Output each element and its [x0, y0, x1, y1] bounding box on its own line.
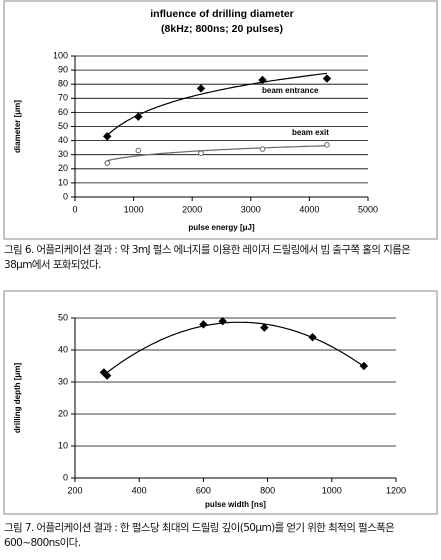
- chart-subtitle: (8kHz; 800ns; 20 pulses): [161, 23, 283, 35]
- x-tick-label: 5000: [358, 204, 378, 214]
- chart-frame: [3, 290, 438, 515]
- data-point: [135, 147, 142, 154]
- data-point: [258, 75, 267, 85]
- caption: 그림 7. 어플리케이션 결과 : 한 펄스당 최대의 드릴링 깊이(50μm)…: [4, 522, 395, 549]
- y-tick-label: 70: [58, 93, 68, 103]
- y-tick-label: 90: [58, 64, 68, 74]
- y-tick-label: 40: [58, 344, 68, 354]
- x-tick-label: 1000: [124, 204, 144, 214]
- x-tick-label: 0: [72, 204, 77, 214]
- data-point: [103, 132, 112, 141]
- data-point: [104, 160, 111, 166]
- y-tick-label: 100: [53, 50, 68, 60]
- x-tick-label: 2000: [182, 204, 202, 214]
- y-axis-label: drilling depth [μm]: [13, 363, 22, 434]
- data-point: [198, 150, 204, 157]
- x-tick-label: 3000: [241, 204, 261, 214]
- y-tick-label: 80: [58, 79, 68, 89]
- chart-frame: [3, 0, 438, 240]
- x-tick-label: 800: [260, 485, 275, 495]
- caption: 그림 6. 어플리케이션 결과 : 약 3mJ 펄스 에너지를 이용한 레이저 …: [4, 244, 411, 271]
- data-point: [322, 74, 332, 83]
- data-point: [196, 84, 206, 93]
- y-tick-label: 40: [58, 135, 68, 145]
- x-axis-label: pulse energy [μJ]: [188, 223, 255, 232]
- trend-line: [107, 145, 328, 162]
- y-tick-label: 10: [58, 440, 68, 450]
- data-point: [102, 371, 112, 380]
- x-tick-label: 4000: [299, 204, 319, 214]
- y-tick-label: 20: [58, 408, 68, 418]
- x-tick-label: 200: [67, 485, 82, 495]
- y-axis-label: diameter [μm]: [13, 100, 22, 153]
- x-axis-label: pulse width [ns]: [205, 500, 266, 509]
- data-point: [199, 320, 208, 329]
- y-tick-label: 30: [58, 149, 68, 159]
- y-tick-label: 50: [58, 312, 68, 322]
- x-tick-label: 1200: [386, 485, 406, 495]
- y-tick-label: 20: [58, 163, 68, 173]
- trend-line: [106, 72, 328, 136]
- y-tick-label: 0: [63, 472, 68, 482]
- data-point: [359, 361, 369, 371]
- data-point: [134, 112, 143, 121]
- chart-title: influence of drilling diameter: [150, 8, 294, 20]
- data-point: [260, 323, 269, 332]
- trend-line: [103, 321, 365, 376]
- series-label: beam entrance: [262, 86, 319, 95]
- data-point: [308, 332, 317, 342]
- data-point: [324, 142, 330, 148]
- y-tick-label: 10: [58, 177, 68, 187]
- x-tick-label: 1000: [322, 485, 342, 495]
- x-tick-label: 400: [132, 485, 147, 495]
- x-tick-label: 600: [196, 485, 211, 495]
- data-point: [218, 316, 227, 326]
- y-tick-label: 0: [63, 191, 68, 201]
- series-label: beam exit: [292, 128, 329, 137]
- data-point: [259, 146, 266, 152]
- y-tick-label: 50: [58, 121, 68, 131]
- y-tick-label: 30: [58, 376, 68, 386]
- y-tick-label: 60: [58, 107, 68, 117]
